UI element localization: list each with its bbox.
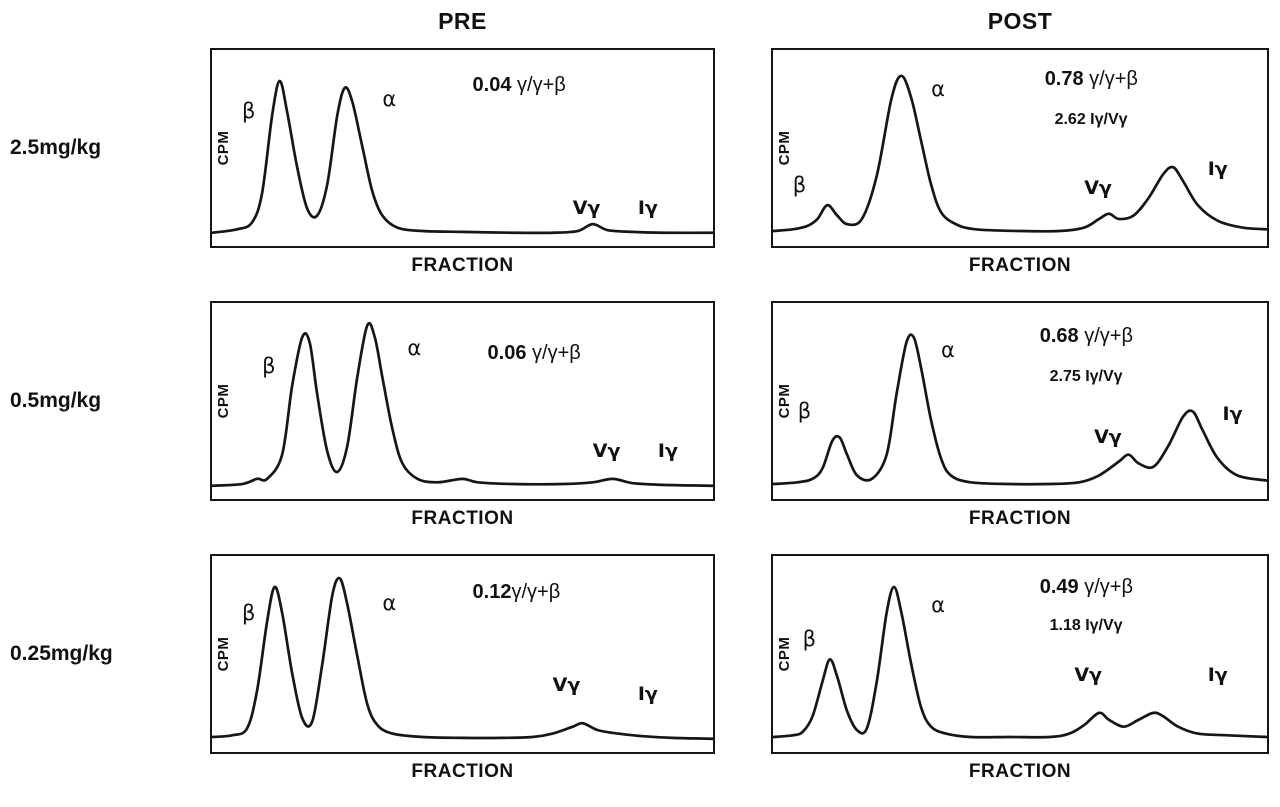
peak-label-beta: β <box>262 353 276 378</box>
peak-label-i-gamma: Iγ <box>637 683 658 706</box>
peak-label-alpha: α <box>931 77 945 102</box>
y-axis-label: CPM <box>775 636 793 672</box>
peak-label-i-gamma: Iγ <box>1207 157 1228 180</box>
ratio-annotation: 0.06 γ/γ+β <box>487 342 581 365</box>
panel-post-2.5mgkg: CPM β α Vγ Iγ 0.78 γ/γ+β 2.62 Iγ/Vγ <box>771 48 1269 248</box>
peak-label-alpha: α <box>940 338 955 363</box>
x-axis-label: FRACTION <box>968 761 1072 782</box>
chart-cell-post-0.5mgkg: CPM β α Vγ Iγ 0.68 γ/γ+β 2.75 Iγ/Vγ FRACTION <box>771 301 1269 554</box>
x-axis-label: FRACTION <box>411 508 514 529</box>
peak-label-v-gamma: Vγ <box>1074 663 1102 686</box>
cpm-trace <box>773 50 1267 246</box>
y-axis-label: CPM <box>214 130 232 166</box>
column-header-pre: PRE <box>438 8 487 34</box>
ratio-annotation: 0.12γ/γ+β <box>472 581 561 604</box>
cpm-trace <box>212 303 713 499</box>
x-axis-label: FRACTION <box>411 761 514 782</box>
ratio-annotation: 0.78 γ/γ+β <box>1044 67 1138 90</box>
peak-label-i-gamma: Iγ <box>637 196 658 219</box>
peak-label-beta: β <box>797 399 812 423</box>
peak-label-beta: β <box>802 626 817 651</box>
x-axis-label: FRACTION <box>411 255 514 276</box>
chart-cell-pre-0.25mgkg: CPM β α Vγ Iγ 0.12γ/γ+β FRACTION <box>210 554 715 807</box>
column-header-post: POST <box>987 8 1053 34</box>
chart-cell-pre-2.5mgkg: CPM β α Vγ Iγ 0.04 γ/γ+β FRACTION <box>210 48 715 301</box>
panel-pre-2.5mgkg: CPM β α Vγ Iγ 0.04 γ/γ+β <box>210 48 715 248</box>
chart-cell-post-2.5mgkg: CPM β α Vγ Iγ 0.78 γ/γ+β 2.62 Iγ/Vγ FRACTION <box>771 48 1269 301</box>
peak-label-beta: β <box>242 98 256 123</box>
x-axis-label: FRACTION <box>968 508 1072 529</box>
cpm-trace <box>773 303 1267 499</box>
peak-label-i-gamma: Iγ <box>1222 402 1243 425</box>
row-label-0.25mgkg: 0.25mg/kg <box>10 642 113 665</box>
peak-label-alpha: α <box>382 591 397 616</box>
ratio-annotation: 2.75 Iγ/Vγ <box>1049 367 1123 385</box>
panel-pre-0.25mgkg: CPM β α Vγ Iγ 0.12γ/γ+β <box>210 554 715 754</box>
panel-pre-0.5mgkg: CPM β α Vγ Iγ 0.06 γ/γ+β <box>210 301 715 501</box>
ratio-annotation: 0.68 γ/γ+β <box>1039 324 1133 347</box>
cpm-trace <box>212 50 713 246</box>
peak-label-beta: β <box>242 601 256 626</box>
row-label-0.5mgkg: 0.5mg/kg <box>10 389 102 412</box>
ratio-annotation: 2.62 Iγ/Vγ <box>1054 110 1128 128</box>
peak-label-alpha: α <box>382 87 397 112</box>
ratio-annotation: 0.49 γ/γ+β <box>1039 575 1133 598</box>
y-axis-label: CPM <box>214 383 232 419</box>
header-spacer <box>6 4 154 48</box>
peak-label-alpha: α <box>407 336 422 361</box>
peak-label-v-gamma: Vγ <box>1094 426 1122 449</box>
cpm-trace <box>773 556 1267 752</box>
panel-post-0.25mgkg: CPM β α Vγ Iγ 0.49 γ/γ+β 1.18 Iγ/Vγ <box>771 554 1269 754</box>
peak-label-beta: β <box>792 173 807 198</box>
panel-post-0.5mgkg: CPM β α Vγ Iγ 0.68 γ/γ+β 2.75 Iγ/Vγ <box>771 301 1269 501</box>
peak-label-v-gamma: Vγ <box>592 440 621 463</box>
peak-label-v-gamma: Vγ <box>1084 177 1112 200</box>
y-axis-label: CPM <box>775 130 793 166</box>
y-axis-label: CPM <box>214 636 232 672</box>
peak-label-v-gamma: Vγ <box>572 196 601 219</box>
y-axis-label: CPM <box>775 383 793 419</box>
row-label-2.5mgkg: 2.5mg/kg <box>10 136 102 159</box>
x-axis-label: FRACTION <box>968 255 1072 276</box>
peak-label-i-gamma: Iγ <box>657 440 678 463</box>
chart-cell-post-0.25mgkg: CPM β α Vγ Iγ 0.49 γ/γ+β 1.18 Iγ/Vγ FRACTION <box>771 554 1269 807</box>
chart-cell-pre-0.5mgkg: CPM β α Vγ Iγ 0.06 γ/γ+β FRACTION <box>210 301 715 554</box>
ratio-annotation: 1.18 Iγ/Vγ <box>1049 616 1123 634</box>
ratio-annotation: 0.04 γ/γ+β <box>472 73 566 96</box>
peak-label-v-gamma: Vγ <box>552 673 581 696</box>
cpm-trace <box>212 556 713 752</box>
peak-label-alpha: α <box>931 593 945 618</box>
peak-label-i-gamma: Iγ <box>1207 663 1228 686</box>
